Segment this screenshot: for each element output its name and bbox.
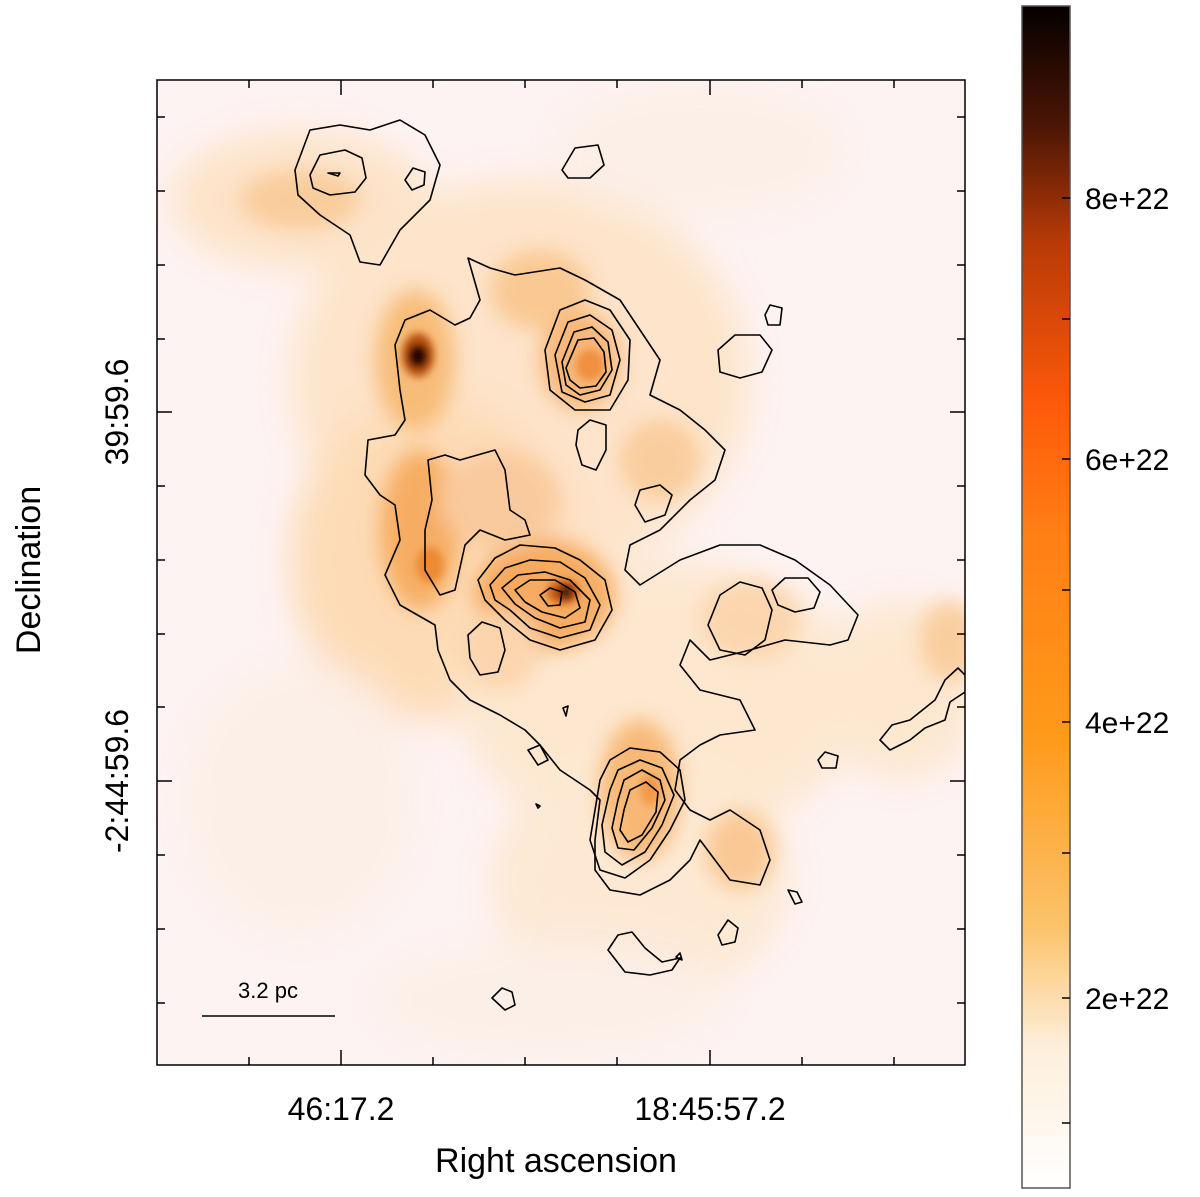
y-axis-label: Declination [10,486,48,654]
colorbar-tick-label-3: 4e+22 [1085,707,1169,740]
contour-overlay [294,119,965,1011]
scale-bar: 3.2 pc [202,978,335,1017]
colorbar-tick-label-2: 6e+22 [1085,444,1169,477]
y-tick-label-1: 39:59.6 [99,359,135,466]
colorbar-tick-label-4: 2e+22 [1085,983,1169,1016]
column-density-map [157,80,965,1065]
x-axis-label: Right ascension [435,1142,677,1180]
x-tick-label-2: 18:45:57.2 [634,1091,785,1127]
x-tick-label-1: 46:17.2 [288,1091,395,1127]
colorbar-tick-label-1: 8e+22 [1085,183,1169,216]
map-frame [156,79,966,1066]
colorbar: 8e+22 6e+22 4e+22 2e+22 [1021,5,1169,1189]
scale-bar-label: 3.2 pc [238,978,298,1003]
y-tick-label-2: -2:44:59.6 [99,709,135,853]
